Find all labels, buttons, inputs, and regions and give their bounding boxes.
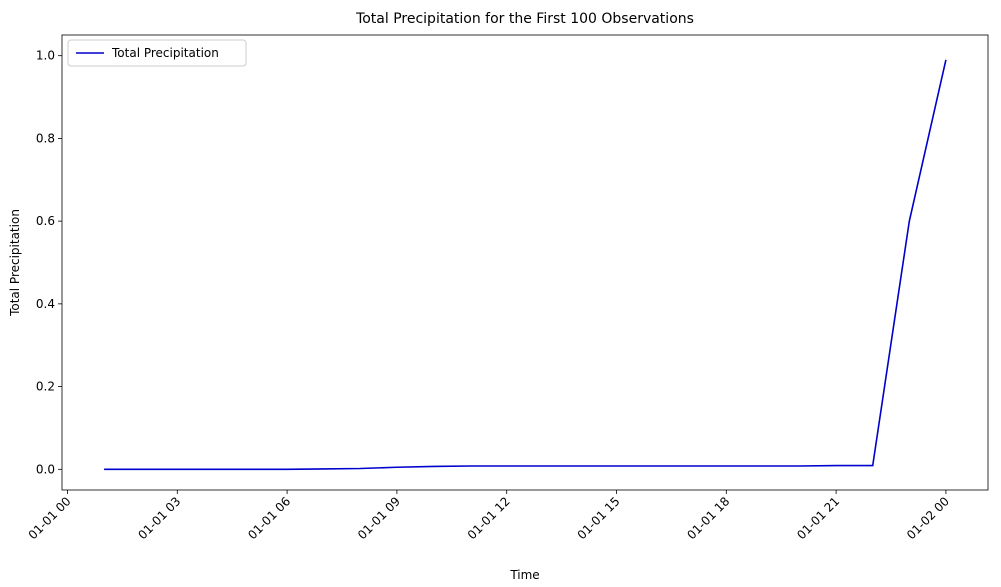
chart-title: Total Precipitation for the First 100 Ob… bbox=[355, 11, 694, 27]
plot-area bbox=[104, 59, 947, 471]
legend-label: Total Precipitation bbox=[111, 46, 219, 60]
y-axis: 0.0 0.2 0.4 0.6 0.8 1.0 bbox=[36, 49, 62, 476]
series-line-total-precipitation bbox=[104, 59, 947, 471]
y-axis-label: Total Precipitation bbox=[8, 209, 22, 317]
legend: Total Precipitation bbox=[67, 39, 247, 67]
y-tick-label: 0.2 bbox=[36, 380, 55, 394]
x-axis-label: Time bbox=[509, 568, 539, 582]
axes-frame bbox=[61, 34, 989, 491]
legend-box bbox=[67, 39, 247, 67]
y-tick-label: 0.8 bbox=[36, 131, 55, 145]
y-tick-label: 0.0 bbox=[36, 462, 55, 476]
y-tick-label: 1.0 bbox=[36, 49, 55, 63]
y-tick-label: 0.4 bbox=[36, 297, 55, 311]
y-tick-label: 0.6 bbox=[36, 214, 55, 228]
